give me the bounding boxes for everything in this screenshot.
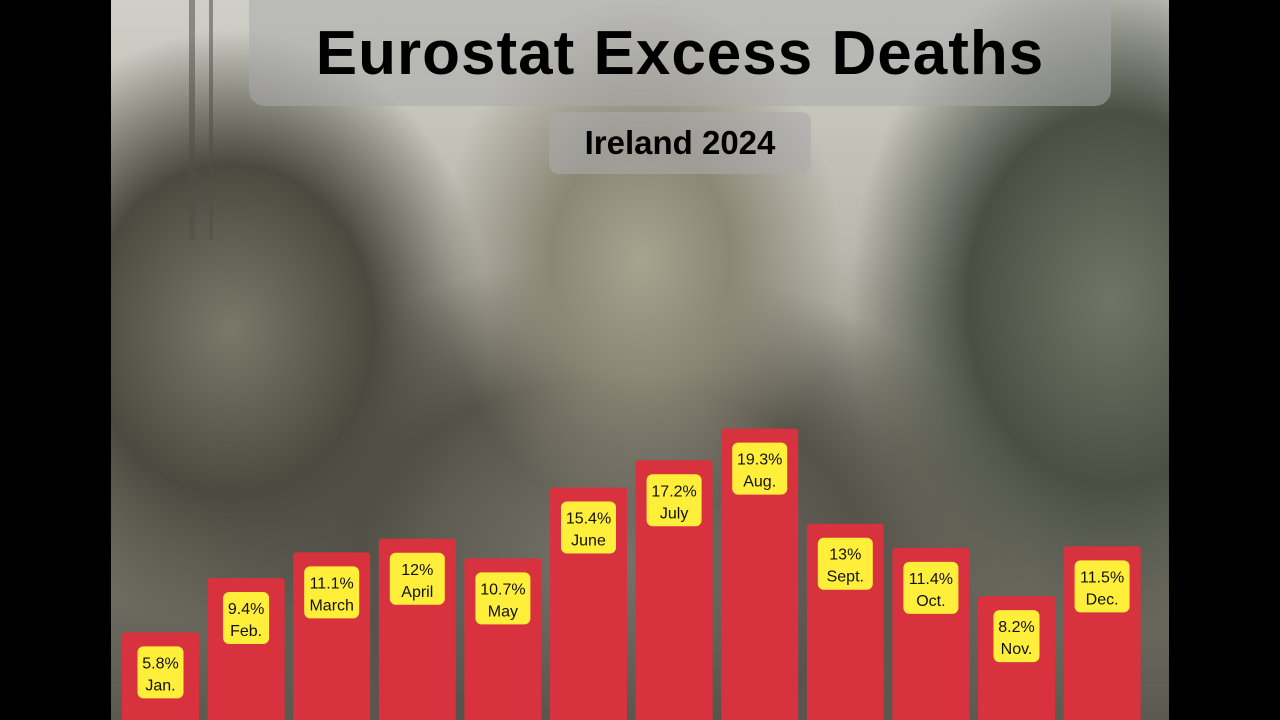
data-label-box [817,537,873,590]
data-label-box [903,561,959,614]
data-label-box [561,501,616,554]
data-label-value: 13% [829,547,861,564]
chart-title: Eurostat Excess Deaths [315,18,1045,88]
data-label-box [732,442,788,495]
category-label: July [660,505,688,522]
data-label-value: 12% [401,562,433,579]
bar-aug [721,428,799,720]
data-label-value: 11.1% [310,575,354,592]
category-label: March [309,597,353,614]
category-label: June [571,532,606,549]
background-wall-line [189,0,195,240]
data-label-box [993,610,1040,663]
category-label: Aug. [743,474,776,491]
bar-chart: 5.8% Jan. 9.4% Feb. 11.1% March 12% April 10.7% M… [122,428,1141,720]
data-label-value: 11.5% [1080,569,1124,586]
chart-stage: Eurostat Excess Deaths Ireland 2024 5.8%… [111,0,1169,720]
chart-subtitle: Ireland 2024 [584,124,776,161]
category-label: Nov. [1001,641,1033,658]
data-label-value: 19.3% [737,452,782,469]
category-label: Jan. [145,677,175,694]
category-label: April [401,584,433,601]
data-label-box [475,572,531,625]
data-label-box [389,552,445,605]
category-label: May [488,603,518,620]
data-label-box [1074,560,1130,613]
data-label-box [223,592,270,645]
category-label: Sept. [827,569,864,586]
title-panel: Eurostat Excess Deaths [249,0,1111,106]
data-label-box [137,646,184,699]
category-label: Oct. [916,593,945,610]
data-label-box [646,474,702,527]
data-label-value: 15.4% [566,510,611,527]
data-label-value: 11.4% [909,571,953,588]
data-label-value: 10.7% [480,581,525,598]
data-label-box [304,566,360,619]
data-label-value: 17.2% [651,483,696,500]
background-wall-line [209,0,213,240]
category-label: Feb. [230,623,262,640]
data-label-value: 8.2% [998,619,1034,636]
category-label: Dec. [1086,591,1119,608]
data-label-value: 5.8% [142,655,178,672]
subtitle-panel: Ireland 2024 [549,112,811,174]
data-label-value: 9.4% [228,601,264,618]
